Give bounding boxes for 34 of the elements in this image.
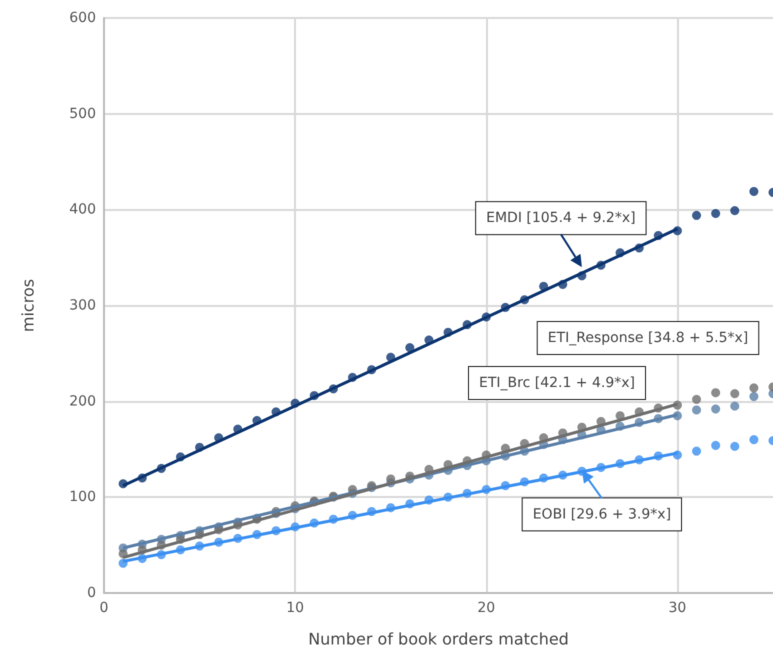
annotation: ETI_Response [34.8 + 5.5*x] <box>548 330 748 346</box>
annotation: EMDI [105.4 + 9.2*x] <box>486 210 636 226</box>
point <box>730 442 740 451</box>
y-axis-title: micros <box>18 278 38 332</box>
point <box>692 446 702 456</box>
x-tick-label: 30 <box>668 600 686 616</box>
annotation: ETI_Brc [42.1 + 4.9*x] <box>478 375 636 391</box>
point <box>749 435 758 444</box>
point <box>749 383 758 392</box>
x-tick-label: 20 <box>477 600 496 616</box>
annotation: EOBI [29.6 + 3.9*x] <box>532 506 672 522</box>
x-axis-title: Number of book orders matched <box>308 630 569 648</box>
y-tick-label: 0 <box>87 585 96 601</box>
y-tick-label: 200 <box>69 393 96 410</box>
point <box>692 405 702 414</box>
point <box>711 404 720 414</box>
point <box>692 394 702 404</box>
point <box>730 206 740 216</box>
point <box>405 343 414 352</box>
y-tick-label: 600 <box>69 10 96 26</box>
y-tick-label: 300 <box>69 298 96 314</box>
x-tick-label: 10 <box>286 600 304 616</box>
y-tick-label: 500 <box>69 106 96 122</box>
point <box>730 402 740 411</box>
point <box>749 186 758 196</box>
point <box>692 210 702 220</box>
point <box>730 389 740 398</box>
point <box>749 392 758 402</box>
point <box>711 440 720 450</box>
y-tick-label: 400 <box>69 202 96 218</box>
x-tick-label: 0 <box>100 600 108 616</box>
point <box>711 388 720 398</box>
y-tick-label: 100 <box>69 489 96 506</box>
point <box>711 209 720 218</box>
